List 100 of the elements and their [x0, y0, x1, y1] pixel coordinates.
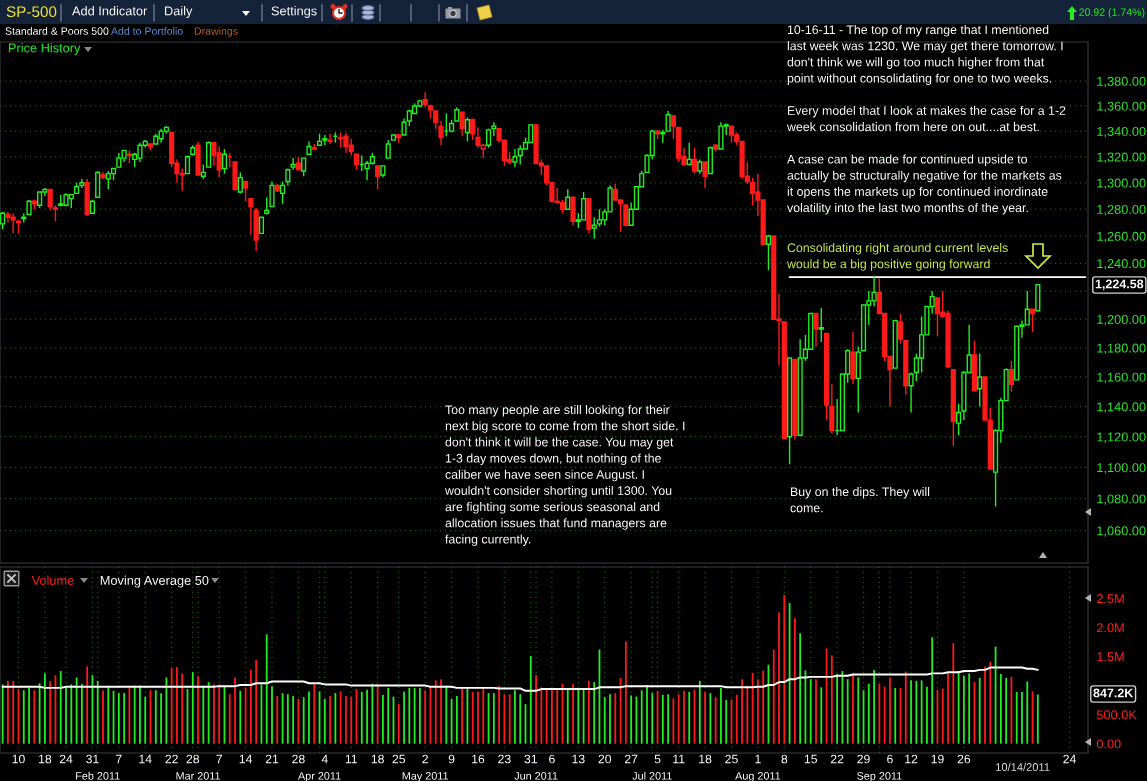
candlestick	[813, 312, 819, 348]
x-tick-label: 21	[265, 754, 279, 764]
chart-title: SP-500	[6, 6, 57, 18]
x-tick-label: 31	[86, 754, 99, 764]
candlestick	[269, 180, 275, 208]
y-tick-label: 1,340.00	[1097, 126, 1146, 138]
x-tick-label: Mar 2011	[176, 772, 221, 780]
x-tick-label: 23	[498, 754, 511, 764]
x-tick-label: 24	[59, 754, 73, 764]
y-tick-label: 1,140.00	[1097, 402, 1146, 413]
text: 20.92 (1.74%)	[1079, 8, 1145, 18]
x-tick-label: Apr 2011	[297, 772, 341, 781]
y-tick-label: 1.5M	[1097, 652, 1124, 662]
x-tick-label: 18	[371, 754, 384, 764]
x-tick-label: 9	[448, 754, 455, 764]
x-tick-label: 15	[804, 754, 817, 764]
candlestick	[221, 148, 228, 175]
candlestick	[1029, 308, 1036, 333]
candlestick	[301, 157, 307, 177]
text: 1,224.58	[1095, 279, 1144, 291]
x-tick-label: 18	[39, 754, 52, 764]
x-tick-label: 13	[572, 754, 585, 764]
candlestick	[565, 188, 571, 210]
x-tick-label: 16	[472, 754, 485, 764]
x-tick-label: 14	[139, 754, 152, 764]
x-tick-label: 28	[292, 754, 305, 764]
candlestick	[248, 197, 254, 236]
candlestick	[491, 121, 497, 137]
candlestick	[1008, 360, 1015, 393]
x-tick-label: 22	[830, 754, 844, 764]
candlestick	[242, 180, 249, 202]
y-tick-label: 1,360.00	[1097, 101, 1146, 113]
y-tick-label: 1,060.00	[1097, 526, 1146, 537]
candlestick	[459, 111, 465, 137]
candlestick	[897, 312, 904, 345]
candlestick	[908, 371, 914, 414]
candlestick	[686, 141, 692, 166]
candlestick	[765, 234, 772, 271]
x-tick-label: 31	[524, 754, 537, 764]
y-tick-label: 500.0K	[1096, 710, 1137, 720]
text: Moving Average 50	[100, 575, 209, 588]
y-tick-label: 1,120.00	[1097, 432, 1146, 443]
x-tick-label: 26	[957, 754, 971, 764]
line-series	[1, 666, 1039, 692]
text: 10/14/2011	[996, 762, 1050, 771]
text: Add to Portfolio	[111, 27, 183, 35]
x-tick-label: 22	[165, 754, 178, 764]
text: Daily	[165, 6, 193, 18]
y-tick-label: 1,200.00	[1097, 314, 1146, 326]
x-tick-label: 8	[781, 754, 788, 764]
candlestick	[665, 110, 671, 132]
x-tick-label: 27	[624, 754, 638, 764]
text: Volume	[31, 575, 74, 585]
candlestick	[375, 165, 381, 191]
x-tick-label: 6	[887, 754, 893, 764]
text: Settings	[271, 6, 317, 18]
y-tick-label: 1,300.00	[1097, 178, 1146, 190]
x-tick-label: 11	[673, 754, 685, 764]
candlestick	[570, 196, 576, 226]
x-tick-label: 20	[598, 754, 612, 764]
x-tick-label: 12	[905, 754, 918, 764]
x-tick-label: 10	[12, 754, 25, 764]
annotation: Buy on the dips. They will come.	[790, 487, 930, 513]
text: Drawings	[194, 27, 238, 37]
text: 10-16-11 - The top of my range that I mentioned last week was 1230. We may get there tomorrow. I don't think we will go too much higher from that point without consolidating for one to two weeks. Every model that I look at makes the case for a 1-2 week consolidation from here on out....at best. A case can be made for continued upside to actually be structurally negative for the markets as it opens the markets up for continued inordinate volatility into the last two months of the year.	[786, 25, 1066, 215]
y-tick-label: 1,280.00	[1097, 204, 1146, 216]
x-tick-label: 7	[216, 754, 222, 764]
y-tick-label: 1,160.00	[1097, 372, 1146, 384]
candlestick	[464, 116, 471, 143]
candlestick	[290, 157, 296, 171]
x-tick-label: 28	[186, 754, 200, 764]
annotation: Price History	[9, 43, 81, 55]
annotation: Consolidating right around current levels would be a big positive going forward	[786, 243, 1008, 271]
x-tick-label: 24	[1063, 754, 1076, 764]
x-tick-label: Jun 2011	[514, 772, 558, 780]
x-tick-label: 11	[345, 754, 357, 764]
x-tick-label: 5	[654, 754, 661, 764]
y-tick-label: 0.00	[1096, 739, 1121, 749]
candlestick	[322, 134, 328, 146]
candlestick	[438, 120, 444, 146]
candlestick	[512, 148, 518, 168]
y-tick-label: 1,180.00	[1097, 343, 1146, 355]
candlestick	[977, 352, 983, 408]
x-tick-label: Jul 2011	[632, 771, 672, 780]
candlestick	[956, 402, 962, 436]
x-tick-label: Sep 2011	[857, 772, 902, 781]
candlestick	[279, 180, 286, 205]
candlestick	[818, 307, 824, 343]
y-tick-label: 1,100.00	[1097, 463, 1146, 474]
y-tick-label: 2.0M	[1096, 623, 1124, 633]
candlestick	[702, 161, 708, 189]
candlestick	[750, 176, 756, 206]
x-tick-label: 18	[699, 754, 712, 764]
text: Too many people are still looking for their next big score to come from the short side. I don't think it will be the case. You may get 1-3 day moves down, but nothing of the caliber we have seen since August. I wouldn't consider shorting until 1300. You are fighting some serious seasonal and allocation issues that fund managers are facing currently.	[444, 405, 685, 546]
y-tick-label: 1,320.00	[1097, 152, 1146, 164]
text: Add Indicator	[72, 6, 148, 16]
candlestick	[47, 188, 53, 212]
x-tick-label: 19	[931, 754, 944, 764]
chart-subtitle: Standard & Poors 500	[5, 27, 109, 35]
x-tick-label: Feb 2011	[76, 771, 120, 780]
